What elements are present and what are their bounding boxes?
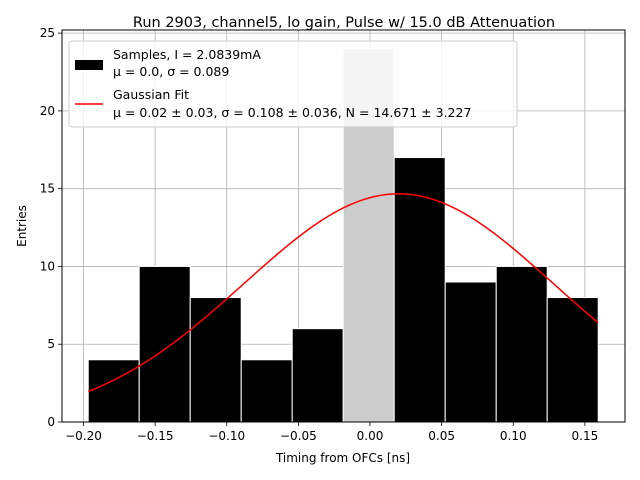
- x-tick-label-7: 0.15: [572, 429, 599, 443]
- gaussian-fit-line: [87, 193, 599, 393]
- x-tick-label-5: 0.05: [428, 429, 455, 443]
- x-axis-label: Timing from OFCs [ns]: [275, 451, 410, 465]
- x-tick-label-1: −0.15: [137, 429, 174, 443]
- legend-samples-swatch: [75, 60, 103, 70]
- plot-frame: [61, 29, 626, 423]
- histogram-bar-1: [138, 265, 191, 423]
- chart-title: Run 2903, channel5, lo gain, Pulse w/ 15…: [133, 15, 555, 31]
- x-tick-label-6: 0.10: [500, 429, 527, 443]
- y-tick-label-5: 25: [40, 26, 55, 40]
- histogram-bar-4: [291, 328, 344, 423]
- y-axis-label: Entries: [15, 205, 29, 247]
- y-tick-label-2: 10: [40, 259, 55, 273]
- histogram-bar-6: [393, 157, 446, 423]
- y-tick-label-1: 5: [47, 337, 55, 351]
- y-tick-label-3: 15: [40, 182, 55, 196]
- x-tick-label-0: −0.20: [65, 429, 102, 443]
- legend-samples-line2: μ = 0.0, σ = 0.089: [113, 64, 229, 79]
- histogram-bar-3: [240, 359, 293, 423]
- x-tick-label-3: −0.05: [280, 429, 317, 443]
- histogram-bar-0: [87, 359, 140, 423]
- histogram-bar-7: [444, 281, 497, 423]
- x-tick-label-2: −0.10: [208, 429, 245, 443]
- y-tick-label-0: 0: [47, 415, 55, 429]
- y-tick-label-4: 20: [40, 104, 55, 118]
- histogram-bar-8: [495, 265, 548, 423]
- legend: Samples, I = 2.0839mA μ = 0.0, σ = 0.089…: [68, 40, 518, 128]
- legend-fit-line2: μ = 0.02 ± 0.03, σ = 0.108 ± 0.036, N = …: [113, 105, 471, 120]
- histogram-bar-2: [189, 297, 242, 423]
- legend-box: [68, 40, 518, 128]
- x-tick-label-4: 0.00: [357, 429, 384, 443]
- legend-fit-line1: Gaussian Fit: [113, 87, 189, 102]
- axis-ticks: −0.20 −0.15 −0.10 −0.05 0.00 0.05 0.10 0.15 0 5 10…: [40, 26, 599, 443]
- legend-samples-line1: Samples, I = 2.0839mA: [113, 47, 261, 62]
